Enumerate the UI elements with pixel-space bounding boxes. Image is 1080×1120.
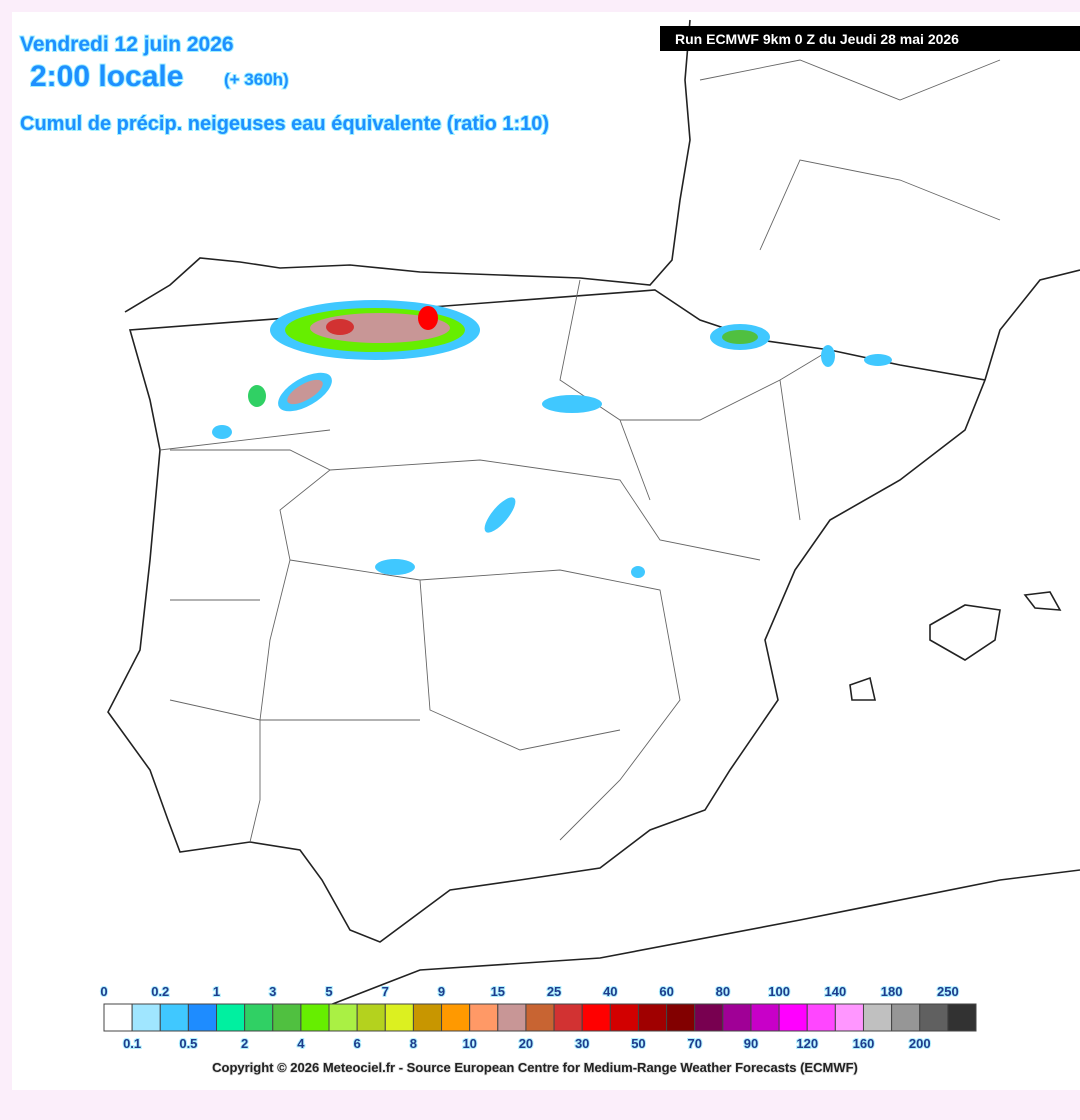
legend-swatch bbox=[722, 1003, 752, 1032]
coastline bbox=[107, 19, 1080, 1006]
legend-label: 120 bbox=[796, 1036, 818, 1051]
legend-swatch bbox=[412, 1003, 443, 1032]
legend-label: 40 bbox=[603, 984, 617, 999]
legend-swatch bbox=[862, 1003, 893, 1032]
legend: 0 0.1 0.2 0.5 1 2 3 4 5 6 7 8 9 10 15 20 25 30 40 50 60 70 80 9… bbox=[99, 983, 977, 1052]
legend-swatch bbox=[469, 1003, 499, 1032]
legend-label: 60 bbox=[659, 984, 673, 999]
precip-area bbox=[375, 559, 415, 575]
legend-swatch bbox=[553, 1003, 583, 1032]
legend-label: 8 bbox=[410, 1036, 417, 1051]
legend-swatch bbox=[244, 1003, 274, 1032]
precip-area bbox=[484, 497, 516, 533]
legend-label: 160 bbox=[853, 1036, 875, 1051]
legend-label: 0.2 bbox=[151, 984, 169, 999]
legend-swatch bbox=[131, 1003, 161, 1032]
legend-swatch bbox=[216, 1003, 246, 1032]
legend-label: 250 bbox=[937, 984, 959, 999]
precip-area bbox=[326, 319, 354, 335]
date-title: Vendredi 12 juin 2026 bbox=[20, 33, 234, 56]
admin-borders bbox=[159, 59, 1001, 843]
precip-area bbox=[631, 566, 645, 578]
legend-label: 30 bbox=[575, 1036, 589, 1051]
legend-swatch bbox=[187, 1003, 218, 1032]
legend-swatch bbox=[947, 1003, 977, 1032]
precip-area bbox=[248, 385, 266, 407]
run-label: Run ECMWF 9km 0 Z du Jeudi 28 mai 2026 bbox=[675, 31, 959, 47]
map-background bbox=[12, 12, 1080, 1090]
legend-swatch bbox=[103, 1003, 133, 1032]
legend-label: 0.1 bbox=[123, 1036, 141, 1051]
legend-swatch bbox=[497, 1003, 527, 1032]
precip-area bbox=[821, 345, 835, 367]
legend-swatch bbox=[609, 1003, 639, 1032]
legend-swatch bbox=[891, 1003, 921, 1032]
legend-swatch bbox=[581, 1003, 611, 1032]
legend-label: 3 bbox=[269, 984, 276, 999]
legend-swatch bbox=[919, 1003, 949, 1032]
copyright: Copyright © 2026 Meteociel.fr - Source E… bbox=[212, 1060, 858, 1075]
legend-label: 7 bbox=[382, 984, 389, 999]
field-title: Cumul de précip. neigeuses eau équivalen… bbox=[20, 113, 549, 135]
legend-label: 90 bbox=[744, 1036, 758, 1051]
islands bbox=[849, 591, 1062, 701]
legend-swatch bbox=[778, 1003, 808, 1032]
geography bbox=[107, 19, 1080, 1006]
legend-swatch bbox=[834, 1003, 864, 1032]
legend-swatch bbox=[300, 1003, 330, 1032]
legend-label: 4 bbox=[297, 1036, 305, 1051]
legend-swatch bbox=[159, 1003, 189, 1032]
legend-label: 9 bbox=[438, 984, 445, 999]
legend-swatch bbox=[694, 1003, 724, 1032]
legend-swatch bbox=[356, 1003, 386, 1032]
legend-label: 0 bbox=[100, 984, 107, 999]
legend-label: 6 bbox=[354, 1036, 361, 1051]
legend-label: 15 bbox=[491, 984, 505, 999]
legend-label: 100 bbox=[768, 984, 790, 999]
time-title: 2:00 locale bbox=[30, 60, 183, 93]
precip-area bbox=[722, 330, 758, 344]
legend-swatch bbox=[637, 1003, 668, 1032]
legend-label: 20 bbox=[519, 1036, 533, 1051]
precip-areas bbox=[212, 300, 892, 578]
precip-area bbox=[287, 379, 323, 405]
legend-label: 50 bbox=[631, 1036, 645, 1051]
precip-area bbox=[418, 306, 438, 330]
legend-label: 80 bbox=[716, 984, 730, 999]
legend-label: 180 bbox=[881, 984, 903, 999]
legend-swatch bbox=[666, 1003, 696, 1032]
legend-label: 5 bbox=[325, 984, 332, 999]
legend-swatch bbox=[441, 1003, 471, 1032]
legend-swatch bbox=[384, 1003, 414, 1032]
legend-swatch bbox=[750, 1003, 780, 1032]
precip-area bbox=[212, 425, 232, 439]
legend-swatch bbox=[328, 1003, 358, 1032]
legend-label: 0.5 bbox=[179, 1036, 197, 1051]
legend-swatch bbox=[272, 1003, 302, 1032]
legend-swatch bbox=[525, 1003, 555, 1032]
legend-label: 140 bbox=[825, 984, 847, 999]
legend-label: 2 bbox=[241, 1036, 248, 1051]
legend-swatch bbox=[806, 1003, 836, 1032]
precip-area bbox=[864, 354, 892, 366]
precip-area bbox=[542, 395, 602, 413]
legend-label: 25 bbox=[547, 984, 561, 999]
legend-label: 1 bbox=[213, 984, 220, 999]
legend-label: 70 bbox=[687, 1036, 701, 1051]
run-box bbox=[660, 26, 1080, 51]
legend-label: 10 bbox=[462, 1036, 476, 1051]
legend-label: 200 bbox=[909, 1036, 931, 1051]
lead-time: (+ 360h) bbox=[224, 70, 289, 89]
